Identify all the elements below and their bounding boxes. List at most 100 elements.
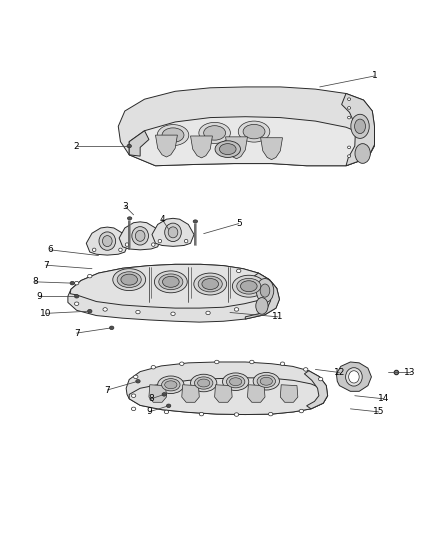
Ellipse shape	[346, 368, 362, 386]
Ellipse shape	[318, 377, 323, 381]
Polygon shape	[119, 222, 161, 250]
Ellipse shape	[194, 377, 213, 389]
Polygon shape	[336, 362, 371, 391]
Polygon shape	[226, 137, 247, 159]
Text: 3: 3	[122, 201, 128, 211]
Ellipse shape	[237, 269, 241, 273]
Ellipse shape	[88, 310, 92, 313]
Ellipse shape	[257, 375, 276, 387]
Ellipse shape	[198, 379, 210, 387]
Polygon shape	[149, 385, 166, 402]
Ellipse shape	[117, 272, 141, 287]
Text: 15: 15	[373, 407, 385, 416]
Ellipse shape	[260, 284, 270, 297]
Polygon shape	[215, 385, 232, 402]
Text: 5: 5	[236, 219, 242, 228]
Ellipse shape	[260, 377, 272, 385]
Ellipse shape	[132, 227, 148, 245]
Ellipse shape	[103, 308, 107, 311]
Ellipse shape	[193, 220, 198, 223]
Ellipse shape	[162, 276, 179, 287]
Ellipse shape	[354, 119, 365, 134]
Ellipse shape	[159, 274, 183, 290]
Ellipse shape	[347, 98, 350, 101]
Text: 7: 7	[74, 328, 80, 337]
Ellipse shape	[125, 243, 129, 246]
Ellipse shape	[102, 236, 112, 247]
Ellipse shape	[202, 279, 219, 289]
Ellipse shape	[110, 326, 114, 329]
Ellipse shape	[136, 379, 140, 383]
Ellipse shape	[256, 297, 268, 314]
Text: 8: 8	[32, 277, 38, 286]
Ellipse shape	[280, 362, 285, 366]
Ellipse shape	[234, 413, 239, 416]
Ellipse shape	[349, 371, 359, 383]
Text: 2: 2	[74, 142, 79, 150]
Ellipse shape	[162, 128, 184, 142]
Polygon shape	[191, 136, 212, 158]
Text: 9: 9	[146, 407, 152, 416]
Ellipse shape	[199, 123, 230, 143]
Ellipse shape	[151, 366, 155, 369]
Polygon shape	[152, 219, 194, 246]
Ellipse shape	[299, 409, 304, 413]
Ellipse shape	[99, 232, 116, 251]
Polygon shape	[70, 264, 277, 308]
Ellipse shape	[158, 239, 162, 243]
Text: 4: 4	[159, 215, 165, 224]
Ellipse shape	[223, 373, 249, 391]
Ellipse shape	[206, 311, 210, 314]
Text: 7: 7	[104, 385, 110, 394]
Ellipse shape	[168, 227, 178, 238]
Polygon shape	[342, 93, 374, 166]
Ellipse shape	[131, 394, 136, 398]
Ellipse shape	[219, 143, 236, 155]
Text: 1: 1	[371, 71, 378, 80]
Ellipse shape	[198, 276, 222, 292]
Ellipse shape	[347, 146, 350, 149]
Ellipse shape	[347, 116, 350, 119]
Text: 8: 8	[148, 394, 154, 403]
Polygon shape	[68, 264, 279, 322]
Ellipse shape	[351, 114, 369, 139]
Ellipse shape	[119, 248, 122, 252]
Ellipse shape	[232, 275, 265, 297]
Ellipse shape	[184, 239, 188, 243]
Polygon shape	[129, 117, 374, 166]
Polygon shape	[155, 135, 177, 157]
Ellipse shape	[88, 274, 92, 278]
Ellipse shape	[74, 281, 79, 285]
Ellipse shape	[136, 310, 140, 314]
Polygon shape	[245, 273, 279, 319]
Ellipse shape	[204, 126, 226, 140]
Ellipse shape	[70, 281, 74, 285]
Text: 11: 11	[272, 312, 284, 321]
Polygon shape	[261, 138, 283, 159]
Ellipse shape	[166, 404, 171, 408]
Polygon shape	[126, 362, 328, 415]
Ellipse shape	[134, 375, 138, 378]
Ellipse shape	[74, 302, 79, 305]
Ellipse shape	[347, 155, 350, 157]
Ellipse shape	[152, 243, 155, 246]
Ellipse shape	[154, 271, 187, 293]
Polygon shape	[86, 227, 128, 255]
Ellipse shape	[162, 378, 180, 391]
Ellipse shape	[199, 413, 204, 416]
Ellipse shape	[162, 393, 166, 396]
Ellipse shape	[226, 376, 245, 388]
Ellipse shape	[268, 413, 273, 416]
Ellipse shape	[250, 360, 254, 364]
Ellipse shape	[304, 368, 308, 371]
Ellipse shape	[253, 373, 279, 390]
Ellipse shape	[240, 281, 257, 292]
Polygon shape	[304, 371, 328, 409]
Text: 7: 7	[43, 261, 49, 270]
Ellipse shape	[347, 107, 350, 109]
Text: 10: 10	[40, 309, 52, 318]
Text: 13: 13	[404, 368, 415, 377]
Ellipse shape	[237, 278, 261, 294]
Ellipse shape	[215, 360, 219, 364]
Ellipse shape	[127, 217, 132, 220]
